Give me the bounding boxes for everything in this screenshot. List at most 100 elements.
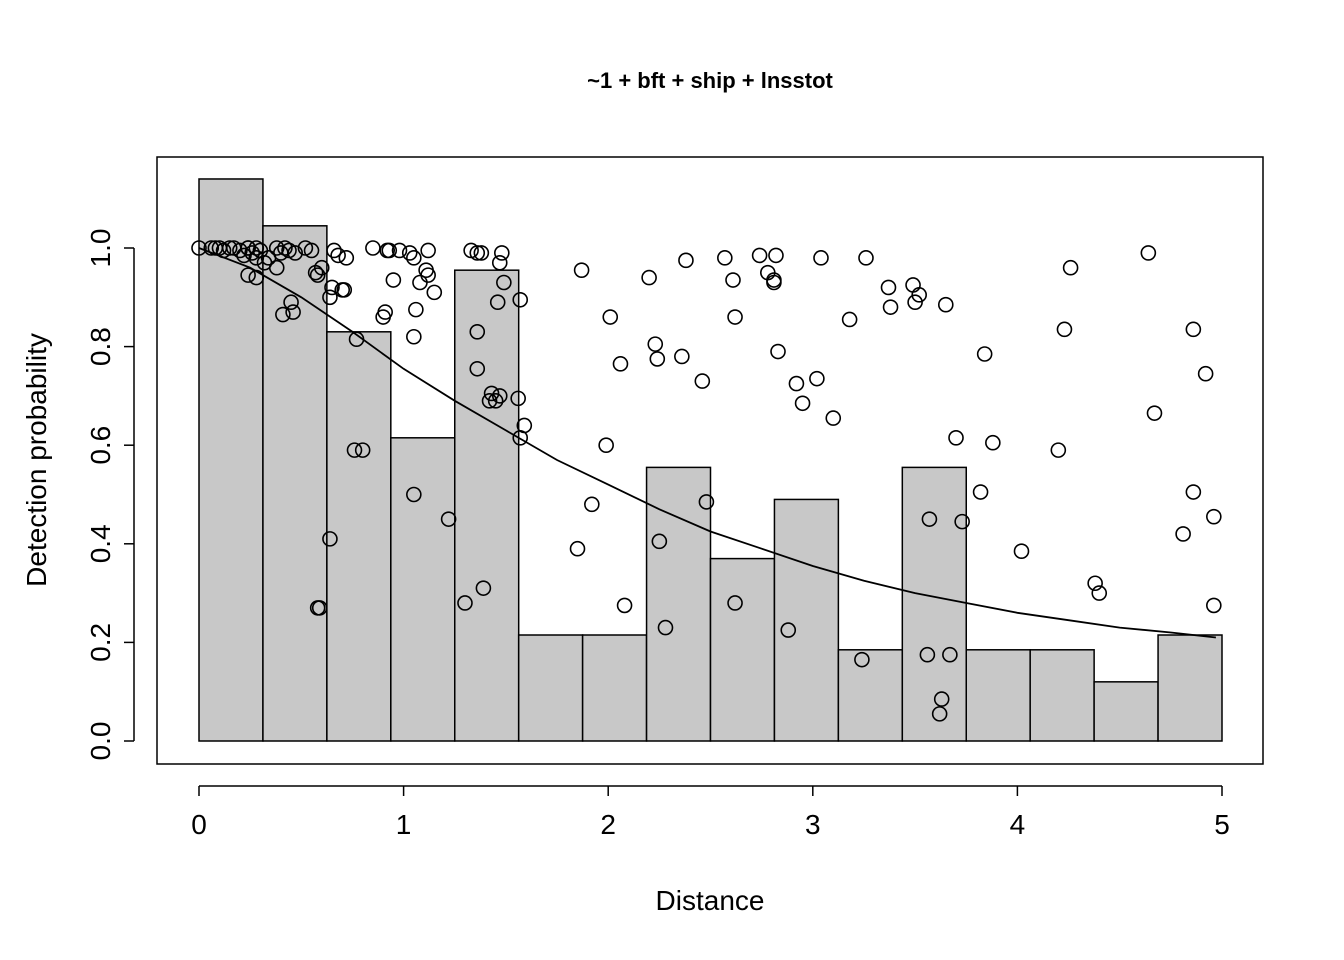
data-point-22 [287,245,303,261]
data-point-20 [277,240,293,256]
data-point-58 [406,328,422,345]
data-point-134 [942,646,958,663]
data-point-59 [408,301,424,318]
data-point-27 [313,259,330,276]
data-point-86 [612,356,629,372]
data-point-93 [717,250,733,266]
data-point-91 [678,252,694,269]
data-point-139 [1087,575,1103,592]
data-point-13 [248,240,265,256]
histogram-bar-15 [1093,681,1159,742]
data-point-40 [324,279,340,296]
data-point-46 [322,531,338,547]
data-point-8 [232,242,248,259]
data-points [191,240,1222,722]
data-point-18 [268,240,285,256]
data-point-42 [348,331,365,348]
data-point-140 [1091,585,1108,601]
data-point-14 [248,250,265,266]
data-point-69 [494,245,510,261]
plot-frame [156,156,1264,765]
data-point-105 [813,250,829,266]
data-point-109 [880,279,897,296]
data-point-6 [221,240,238,256]
data-point-29 [330,247,346,264]
data-point-70 [491,254,508,271]
data-point-68 [473,245,490,261]
data-point-131 [919,646,936,663]
data-point-34 [268,259,285,276]
data-point-33 [248,269,265,286]
data-point-96 [751,247,768,264]
histogram-bar-13 [965,649,1031,742]
data-point-62 [406,486,422,503]
data-point-132 [933,691,950,707]
data-point-137 [1056,321,1073,338]
data-point-65 [457,595,473,611]
histogram-bar-12 [901,466,967,742]
x-axis-label: Distance [656,885,765,916]
data-point-85 [602,309,619,325]
data-point-78 [487,393,504,409]
data-point-2 [203,240,220,256]
histogram-bar-3 [326,331,392,742]
data-point-136 [1050,442,1067,458]
data-point-44 [354,442,371,458]
data-point-121 [584,496,600,513]
data-point-118 [972,484,989,500]
data-point-39 [322,289,338,306]
x-axis: 0 1 2 3 4 5 [191,785,1230,840]
histogram-bar-2 [262,225,328,742]
data-point-88 [647,336,664,352]
histogram-bar-10 [773,498,840,742]
x-tick-label-0: 0 [191,809,207,840]
data-point-35 [275,306,291,323]
data-point-67 [469,245,486,261]
data-point-72 [512,291,529,308]
data-point-112 [907,294,923,311]
histogram-bar-16 [1157,634,1223,742]
data-point-77 [481,393,498,409]
histogram-bar-4 [390,437,456,742]
data-point-36 [283,294,299,311]
data-point-52 [377,304,393,320]
y-axis: 0.0 0.2 0.4 0.6 0.8 1.0 [85,229,135,761]
data-point-119 [954,513,970,530]
data-point-120 [569,540,586,557]
data-point-54 [406,250,422,266]
y-tick-label-1: 0.2 [85,623,116,662]
data-point-115 [948,430,964,446]
data-point-76 [483,385,500,402]
data-point-110 [882,299,899,315]
data-point-116 [976,346,993,362]
data-point-123 [616,597,633,614]
data-point-80 [510,390,526,407]
data-point-141 [1140,245,1157,261]
data-point-144 [1185,321,1202,338]
data-point-124 [651,533,668,550]
data-point-102 [788,375,805,392]
data-point-83 [475,580,492,596]
data-point-142 [1146,405,1163,421]
data-point-9 [236,247,252,264]
data-point-108 [858,250,874,266]
data-point-87 [641,269,657,286]
data-point-32 [240,267,256,283]
histogram-bar-1 [198,178,264,742]
x-tick-label-2: 2 [600,809,616,840]
data-point-126 [698,494,715,510]
y-tick-label-0: 0.0 [85,722,116,761]
data-point-107 [841,311,858,328]
histogram-bar-8 [645,466,712,742]
histogram-bars [198,178,1223,742]
data-point-24 [303,242,320,259]
data-point-37 [285,304,301,320]
fitted-detection-curve [198,247,1216,639]
data-point-114 [937,296,954,313]
data-point-73 [489,294,506,311]
y-tick-label-2: 0.4 [85,524,116,563]
data-point-146 [1197,365,1214,382]
x-tick-label-1: 1 [396,809,412,840]
data-point-56 [420,242,436,259]
